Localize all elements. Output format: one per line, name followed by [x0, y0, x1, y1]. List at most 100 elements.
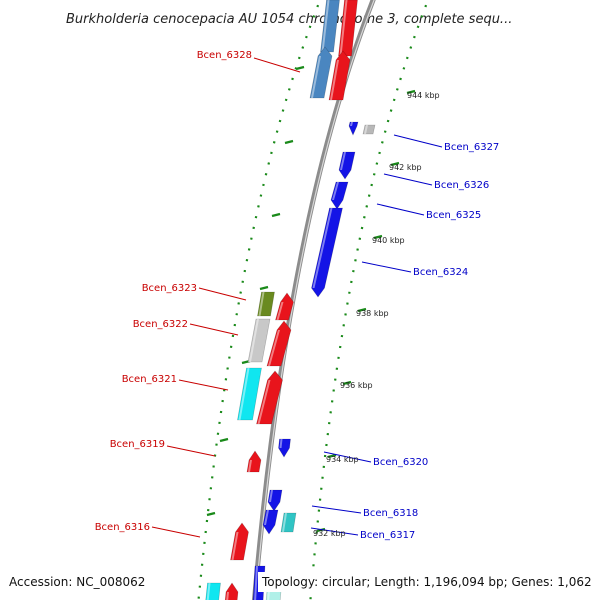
reverse-leader-2 [376, 203, 425, 216]
feature-red-bottom [224, 582, 239, 600]
feature-red-6323-highlight [276, 302, 284, 320]
feature-red-6321-body [256, 370, 283, 425]
feature-gray-small [362, 124, 376, 135]
gene-label-bcen-6324[interactable]: Bcen_6324 [413, 267, 468, 278]
feature-olive-6323-highlight [258, 292, 265, 316]
feature-red-6319-highlight [248, 460, 252, 472]
outer-major-tick-3 [357, 307, 367, 313]
scale-tick-940: 940 kbp [372, 236, 405, 245]
feature-blue-6326-highlight [340, 152, 346, 170]
feature-red-bottom-body [224, 582, 239, 600]
inner-major-tick-5 [219, 437, 229, 443]
label-leader-lines [151, 57, 443, 538]
forward-leader-3 [178, 379, 229, 391]
reverse-leader-6 [310, 527, 359, 536]
feature-red-a-body [338, 0, 358, 57]
feature-red-a-highlight [339, 0, 348, 56]
feature-teal-6317-highlight [282, 513, 287, 532]
feature-blue-6327-body [348, 121, 359, 136]
feature-blue-6326-body [338, 151, 356, 180]
feature-steel-b [309, 46, 333, 99]
feature-gray-6322-highlight [249, 319, 259, 362]
feature-red-6322-body [266, 320, 292, 367]
gene-label-bcen-6323[interactable]: Bcen_6323 [142, 283, 197, 294]
feature-gray-small-highlight [364, 125, 368, 134]
feature-cyan-6321 [237, 367, 262, 421]
feature-steel-a-highlight [321, 0, 330, 52]
chromosome-backbone-highlight [254, 0, 375, 600]
gene-label-bcen-6322[interactable]: Bcen_6322 [133, 319, 188, 330]
feature-blue-6324-body [311, 207, 343, 298]
feature-blue-6320-body [278, 438, 291, 458]
outer-major-tick-5 [327, 453, 337, 459]
reverse-gene-labels: Bcen_6327 Bcen_6326 Bcen_6325 Bcen_6324 … [360, 142, 499, 541]
gene-label-bcen-6320[interactable]: Bcen_6320 [373, 457, 428, 468]
feature-red-b [328, 50, 351, 101]
feature-blue-6318a [267, 489, 283, 512]
map-title: Burkholderia cenocepacia AU 1054 chromos… [66, 12, 512, 27]
forward-gene-labels: Bcen_6328 Bcen_6323 Bcen_6322 Bcen_6321 … [95, 50, 252, 533]
feature-red-6316-highlight [231, 532, 239, 560]
feature-red-a [338, 0, 358, 57]
inner-major-tick-3 [259, 285, 269, 291]
gene-label-bcen-6326[interactable]: Bcen_6326 [434, 180, 489, 191]
scale-tick-934: 934 kbp [326, 455, 359, 464]
feature-red-6321-highlight [257, 380, 271, 424]
outer-major-tick-4 [342, 380, 352, 386]
feature-cyan-bottom [205, 582, 221, 600]
feature-steel-a [320, 0, 340, 53]
accession-text: Accession: NC_008062 [9, 575, 145, 589]
gene-label-bcen-6325[interactable]: Bcen_6325 [426, 210, 481, 221]
feature-blue-6318a-body [267, 489, 283, 512]
feature-cyan-bottom-body [205, 582, 221, 600]
feature-gray-6322-body [247, 318, 271, 363]
summary-text: Topology: circular; Length: 1,196,094 bp… [261, 575, 592, 589]
gene-label-bcen-6318[interactable]: Bcen_6318 [363, 508, 418, 519]
gene-label-bcen-6316[interactable]: Bcen_6316 [95, 522, 150, 533]
forward-leader-4 [166, 445, 216, 457]
gene-label-bcen-6319[interactable]: Bcen_6319 [110, 439, 165, 450]
feature-red-b-highlight [330, 60, 339, 100]
scale-tick-942: 942 kbp [389, 163, 422, 172]
scale-tick-944: 944 kbp [407, 91, 440, 100]
feature-blue-6324-highlight [312, 208, 333, 288]
gene-label-bcen-6317[interactable]: Bcen_6317 [360, 530, 415, 541]
inner-major-tick-6 [206, 511, 216, 517]
feature-olive-6323 [257, 291, 275, 317]
forward-leader-1 [198, 287, 247, 301]
chromosome-backbone [251, 0, 376, 600]
gene-features [205, 0, 376, 600]
feature-red-bottom-highlight [226, 592, 229, 600]
feature-blue-6320 [278, 438, 291, 458]
inner-major-tick-0 [295, 65, 305, 71]
scale-tick-labels: 944 kbp 942 kbp 940 kbp 938 kbp 936 kbp … [313, 91, 440, 538]
feature-red-b-body [328, 50, 351, 101]
gene-label-bcen-6327[interactable]: Bcen_6327 [444, 142, 499, 153]
summary-bg [258, 572, 600, 592]
feature-cyan-bottom-highlight [206, 583, 211, 600]
feature-cyan-6321-highlight [238, 368, 250, 420]
feature-cyan-6321-body [237, 367, 262, 421]
gene-label-bcen-6321[interactable]: Bcen_6321 [122, 374, 177, 385]
feature-gray-6322 [247, 318, 271, 363]
feature-steel-b-body [309, 46, 333, 99]
feature-blue-6318b [262, 509, 279, 535]
feature-red-6322 [266, 320, 292, 367]
forward-leader-5 [151, 526, 201, 538]
accession-bg [0, 572, 150, 592]
gene-label-bcen-6328[interactable]: Bcen_6328 [197, 50, 252, 61]
feature-red-6319 [246, 450, 262, 473]
reverse-leader-5 [311, 505, 362, 514]
feature-blue-6318b-body [262, 509, 279, 535]
outer-major-tick-0 [406, 89, 416, 95]
feature-teal-6317 [280, 512, 297, 533]
scale-tick-936: 936 kbp [340, 381, 373, 390]
scale-tick-932: 932 kbp [313, 529, 346, 538]
feature-red-6322-highlight [268, 330, 280, 366]
feature-blue-6325 [330, 181, 349, 210]
feature-blue-6327-highlight [350, 122, 353, 126]
feature-blue-6326 [338, 151, 356, 180]
feature-blue-6324 [311, 207, 343, 298]
feature-blue-6325-body [330, 181, 349, 210]
